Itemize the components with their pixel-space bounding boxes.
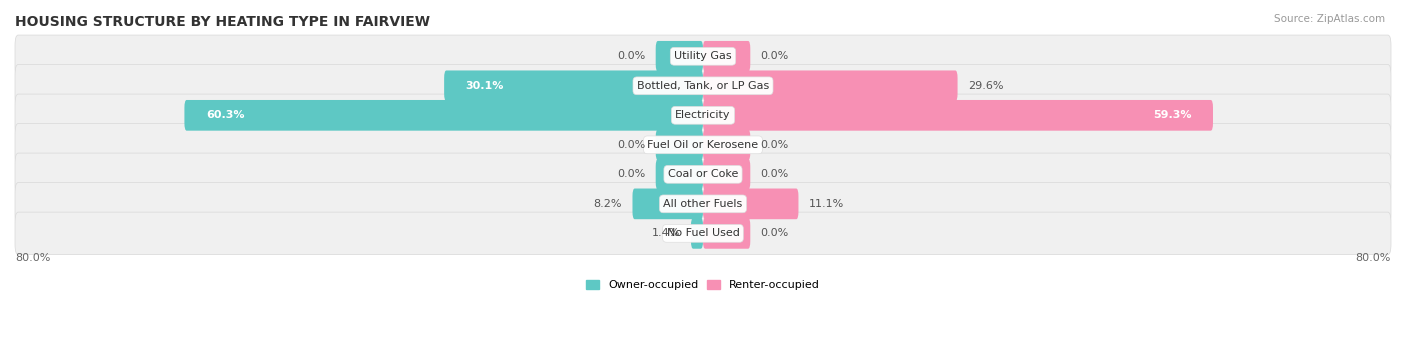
Text: Electricity: Electricity: [675, 110, 731, 120]
Text: 0.0%: 0.0%: [617, 140, 645, 150]
FancyBboxPatch shape: [15, 212, 1391, 255]
FancyBboxPatch shape: [15, 153, 1391, 195]
FancyBboxPatch shape: [703, 188, 799, 219]
Text: 11.1%: 11.1%: [808, 199, 844, 209]
Text: 30.1%: 30.1%: [465, 81, 503, 91]
FancyBboxPatch shape: [703, 130, 751, 160]
FancyBboxPatch shape: [703, 218, 751, 249]
Text: 0.0%: 0.0%: [761, 140, 789, 150]
Text: 0.0%: 0.0%: [761, 228, 789, 238]
Text: 59.3%: 59.3%: [1153, 110, 1191, 120]
FancyBboxPatch shape: [633, 188, 703, 219]
Text: 80.0%: 80.0%: [1355, 253, 1391, 262]
Text: Fuel Oil or Kerosene: Fuel Oil or Kerosene: [647, 140, 759, 150]
FancyBboxPatch shape: [703, 41, 751, 72]
FancyBboxPatch shape: [15, 65, 1391, 107]
FancyBboxPatch shape: [703, 159, 751, 190]
FancyBboxPatch shape: [703, 100, 1213, 131]
Text: HOUSING STRUCTURE BY HEATING TYPE IN FAIRVIEW: HOUSING STRUCTURE BY HEATING TYPE IN FAI…: [15, 15, 430, 29]
Text: All other Fuels: All other Fuels: [664, 199, 742, 209]
Text: 1.4%: 1.4%: [652, 228, 681, 238]
FancyBboxPatch shape: [15, 94, 1391, 137]
Text: 0.0%: 0.0%: [761, 169, 789, 179]
FancyBboxPatch shape: [655, 130, 703, 160]
Text: 29.6%: 29.6%: [967, 81, 1004, 91]
Text: Source: ZipAtlas.com: Source: ZipAtlas.com: [1274, 14, 1385, 23]
Text: Utility Gas: Utility Gas: [675, 51, 731, 61]
Text: Bottled, Tank, or LP Gas: Bottled, Tank, or LP Gas: [637, 81, 769, 91]
FancyBboxPatch shape: [703, 70, 957, 101]
Text: Coal or Coke: Coal or Coke: [668, 169, 738, 179]
Text: 0.0%: 0.0%: [617, 51, 645, 61]
FancyBboxPatch shape: [15, 183, 1391, 225]
FancyBboxPatch shape: [655, 159, 703, 190]
Text: 80.0%: 80.0%: [15, 253, 51, 262]
FancyBboxPatch shape: [444, 70, 703, 101]
FancyBboxPatch shape: [184, 100, 703, 131]
Legend: Owner-occupied, Renter-occupied: Owner-occupied, Renter-occupied: [581, 275, 825, 294]
FancyBboxPatch shape: [15, 35, 1391, 78]
Text: 60.3%: 60.3%: [205, 110, 245, 120]
FancyBboxPatch shape: [655, 41, 703, 72]
Text: 8.2%: 8.2%: [593, 199, 623, 209]
FancyBboxPatch shape: [690, 218, 703, 249]
Text: No Fuel Used: No Fuel Used: [666, 228, 740, 238]
FancyBboxPatch shape: [15, 123, 1391, 166]
Text: 0.0%: 0.0%: [761, 51, 789, 61]
Text: 0.0%: 0.0%: [617, 169, 645, 179]
